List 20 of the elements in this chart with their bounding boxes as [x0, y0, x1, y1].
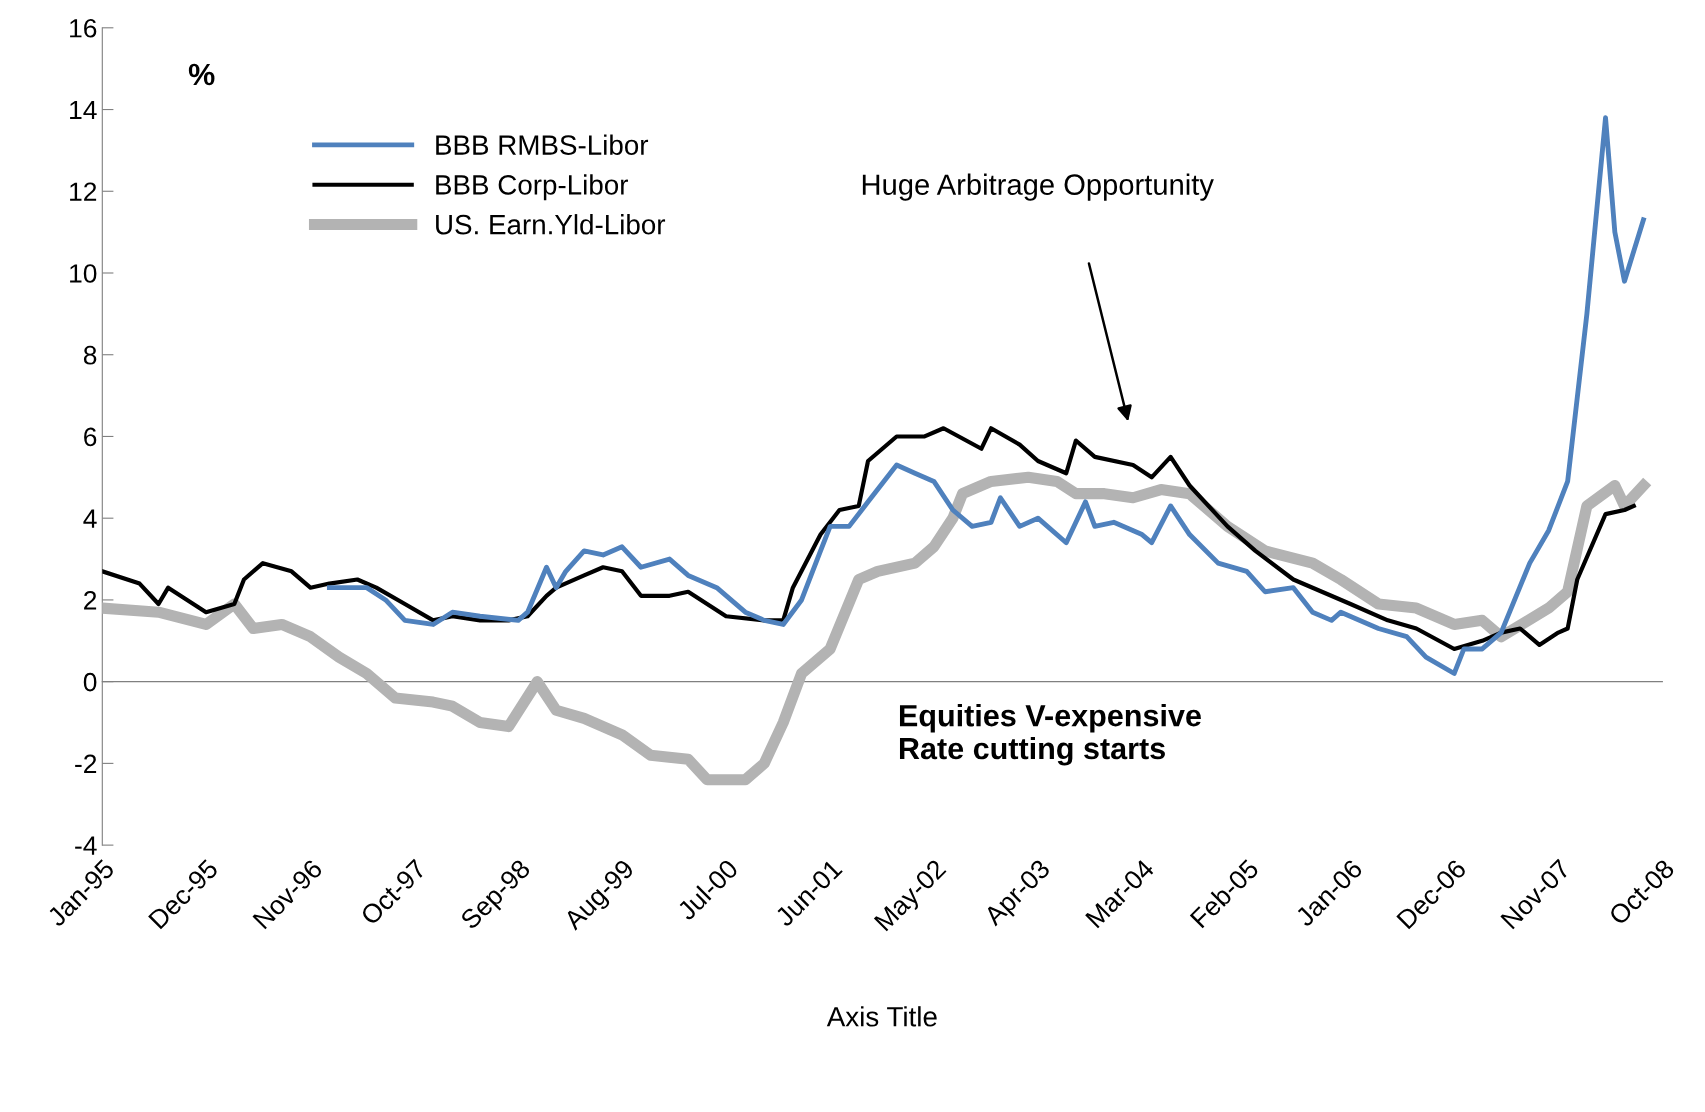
y-tick-label: 16 — [70, 18, 97, 38]
legend-label: US. Earn.Yld-Libor — [436, 214, 666, 235]
y-tick-label: 12 — [70, 182, 97, 201]
legend-label: BBB Corp-Libor — [436, 174, 629, 201]
y-tick-label: 10 — [70, 264, 97, 283]
y-tick-label: -4 — [75, 836, 97, 855]
y-tick-label: 0 — [83, 672, 97, 692]
annotation: Equities V-expensive Rate cutting starts — [899, 704, 1201, 766]
line-series — [326, 115, 1646, 676]
y-tick-label: 8 — [83, 345, 97, 365]
y-axis-title: % — [188, 63, 215, 86]
y-tick-label: -2 — [75, 754, 97, 773]
annotation: Huge Arbitrage Opportunity — [862, 173, 1214, 201]
x-axis-title: Axis Title — [826, 1006, 937, 1027]
y-tick-label: 2 — [84, 591, 97, 610]
y-tick-label: 6 — [84, 427, 97, 447]
y-tick-label: 4 — [83, 509, 97, 528]
line-series — [102, 426, 1636, 652]
legend-label: BBB RMBS-Libor — [436, 134, 649, 155]
y-tick-label: 14 — [70, 100, 97, 120]
